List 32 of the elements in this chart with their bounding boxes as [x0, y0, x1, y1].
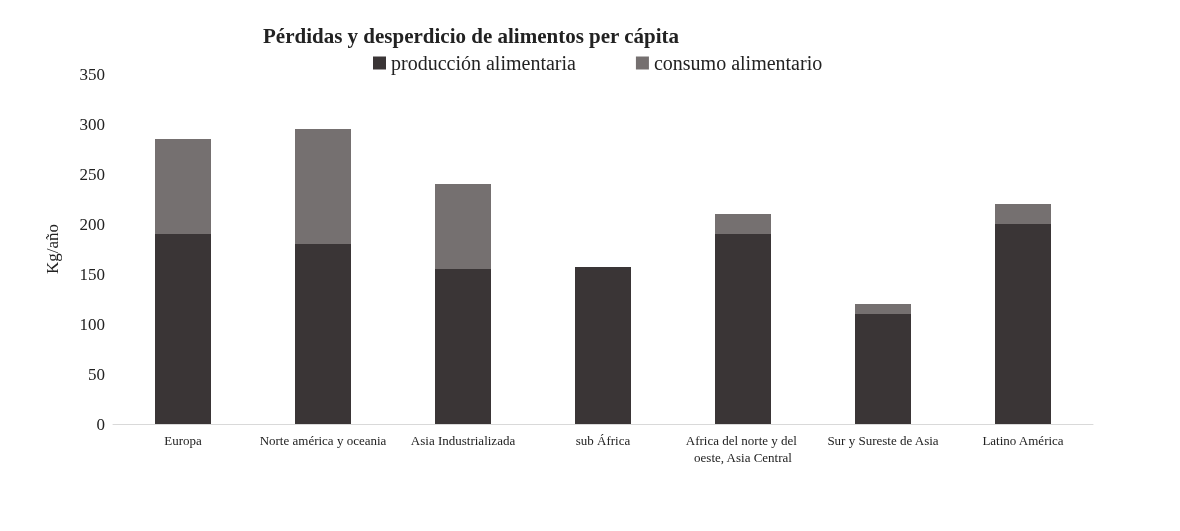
bar	[435, 184, 491, 269]
bar	[995, 204, 1051, 224]
chart-title: Pérdidas y desperdicio de alimentos per cápita	[263, 23, 680, 48]
bar	[155, 139, 211, 234]
bar	[435, 269, 491, 424]
x-tick-label: Europa	[164, 433, 202, 448]
legend-label: consumo alimentario	[653, 52, 823, 74]
x-tick-label: Norte américa y oceania	[259, 433, 387, 448]
x-tick-label: Latino América	[982, 433, 1064, 448]
y-tick-label: 150	[79, 264, 105, 284]
x-tick-label: Sur y Sureste de Asia	[827, 433, 939, 448]
bar	[715, 234, 771, 424]
bar	[855, 304, 911, 314]
y-tick-label: 50	[88, 364, 105, 384]
x-tick-label: Africa del norte y del oeste, Asia Central	[685, 433, 801, 465]
bar	[715, 214, 771, 234]
bar	[995, 224, 1051, 424]
x-tick-label: sub África	[575, 433, 631, 448]
legend-label: producción alimentaria	[391, 52, 577, 75]
y-tick-label: 100	[79, 314, 105, 334]
bar	[295, 129, 351, 244]
y-tick-label: 200	[79, 214, 105, 234]
y-axis-title: Kg/año	[43, 223, 62, 275]
bar	[575, 267, 631, 424]
y-tick-label: 350	[79, 64, 105, 84]
bar	[855, 314, 911, 424]
y-tick-label: 0	[96, 414, 105, 434]
bar	[295, 244, 351, 424]
x-tick-label: Asia Industrializada	[410, 433, 516, 448]
y-tick-label: 300	[79, 114, 105, 134]
bar	[155, 234, 211, 424]
y-tick-label: 250	[79, 164, 105, 184]
